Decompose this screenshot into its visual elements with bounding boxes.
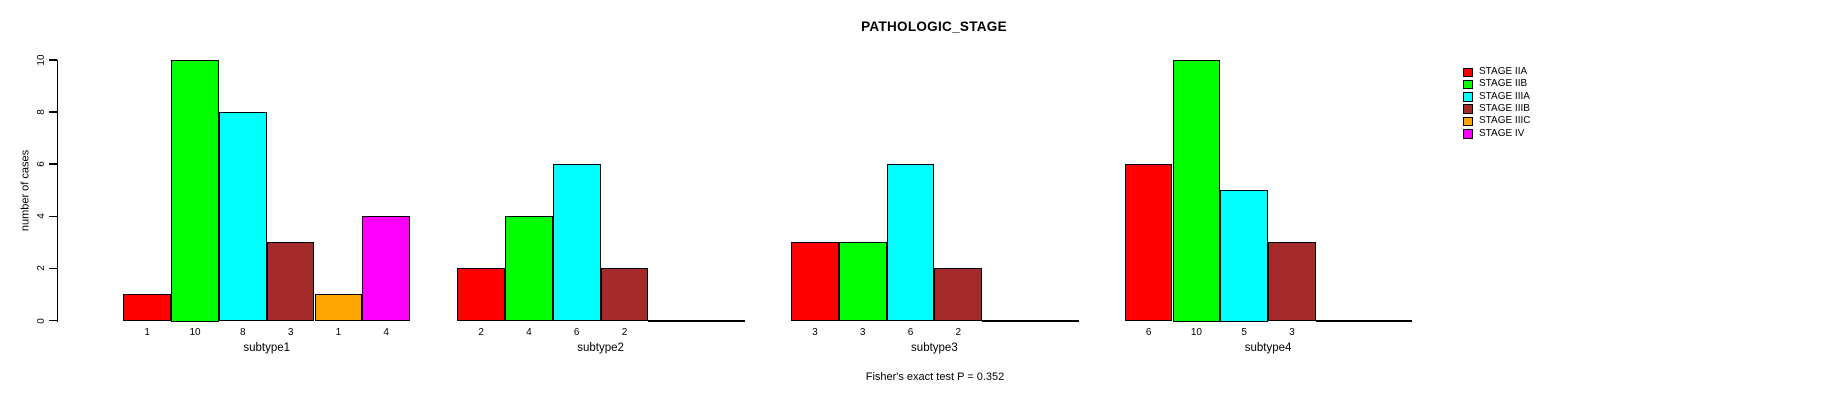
x-category-label-subtype1: subtype1 <box>243 342 291 354</box>
legend-swatch-stage-iiic <box>1463 116 1473 127</box>
legend-swatch-stage-iv <box>1463 129 1473 139</box>
bar-subtype2-stage-iib <box>505 216 553 322</box>
bar-subtype1-stage-iia <box>123 294 172 322</box>
legend-label-stage-iia: STAGE IIA <box>1479 66 1528 77</box>
zero-bar-line-subtype3-stage-iv <box>1030 320 1079 322</box>
bar-subtype3-stage-iib <box>838 242 887 322</box>
fisher-test-annotation: Fisher's exact test P = 0.352 <box>865 371 1005 383</box>
zero-bar-line-subtype4-stage-iiic <box>1315 320 1365 322</box>
x-category-label-subtype3: subtype3 <box>911 342 958 354</box>
legend-label-stage-iiic: STAGE IIIC <box>1479 115 1531 127</box>
bar-count-label: 2 <box>478 326 484 338</box>
bar-count-label: 6 <box>907 326 914 338</box>
y-axis-line <box>56 60 58 322</box>
legend-swatch-stage-iia <box>1463 67 1473 77</box>
bar-count-label: 3 <box>1289 326 1295 338</box>
bar-count-label: 3 <box>812 326 818 338</box>
bar-subtype1-stage-iiic <box>314 294 363 322</box>
chart-title: PATHOLOGIC_STAGE <box>861 19 1007 34</box>
bar-count-label: 1 <box>144 326 150 338</box>
bar-subtype3-stage-iia <box>791 242 839 322</box>
legend-swatch-stage-iiia <box>1463 92 1473 102</box>
bar-subtype1-stage-iib <box>171 60 219 322</box>
bar-subtype4-stage-iiib <box>1268 242 1316 322</box>
y-axis-tick <box>48 319 57 322</box>
bar-count-label: 10 <box>189 326 201 338</box>
bar-subtype1-stage-iiib <box>266 242 315 322</box>
x-category-label-subtype2: subtype2 <box>577 342 624 354</box>
bar-subtype4-stage-iia <box>1124 164 1173 322</box>
legend-label-stage-iiia: STAGE IIIA <box>1479 90 1530 102</box>
zero-bar-line-subtype4-stage-iv <box>1363 320 1413 322</box>
x-category-label-subtype4: subtype4 <box>1244 342 1292 354</box>
legend-label-stage-iiib: STAGE IIIB <box>1479 102 1530 114</box>
bar-count-label: 10 <box>1190 326 1202 338</box>
legend-label-stage-iib: STAGE IIB <box>1479 78 1528 90</box>
bar-subtype2-stage-iiib <box>600 268 649 322</box>
y-axis-tick <box>48 111 57 113</box>
zero-bar-line-subtype3-stage-iiic <box>982 320 1031 322</box>
bar-count-label: 3 <box>287 326 294 338</box>
bar-count-label: 5 <box>1241 326 1247 338</box>
bar-subtype1-stage-iiia <box>218 112 267 322</box>
bar-subtype4-stage-iib <box>1172 60 1221 322</box>
zero-bar-line-subtype2-stage-iv <box>696 320 745 322</box>
bar-count-label: 2 <box>955 326 962 338</box>
bar-subtype4-stage-iiia <box>1220 190 1269 322</box>
legend-swatch-stage-iib <box>1463 79 1473 90</box>
y-axis-tick <box>48 267 57 270</box>
bar-count-label: 3 <box>859 326 866 338</box>
bar-subtype3-stage-iiib <box>934 268 983 322</box>
bar-count-label: 6 <box>573 326 580 338</box>
bar-subtype1-stage-iv <box>362 216 411 322</box>
bar-subtype2-stage-iiia <box>552 164 601 322</box>
bar-count-label: 4 <box>526 326 532 338</box>
legend-swatch-stage-iiib <box>1463 104 1473 114</box>
bar-count-label: 1 <box>335 326 342 338</box>
bar-subtype2-stage-iia <box>457 268 505 322</box>
zero-bar-line-subtype2-stage-iiic <box>648 320 698 322</box>
bar-subtype3-stage-iiia <box>886 164 935 322</box>
legend-label-stage-iv: STAGE IV <box>1479 127 1525 139</box>
bar-count-label: 4 <box>383 326 389 338</box>
bar-count-label: 6 <box>1145 326 1152 338</box>
y-axis-tick <box>48 163 57 165</box>
y-axis-tick <box>48 215 57 218</box>
bar-count-label: 2 <box>621 326 628 338</box>
y-axis-tick <box>48 59 57 61</box>
bar-count-label: 8 <box>240 326 246 338</box>
